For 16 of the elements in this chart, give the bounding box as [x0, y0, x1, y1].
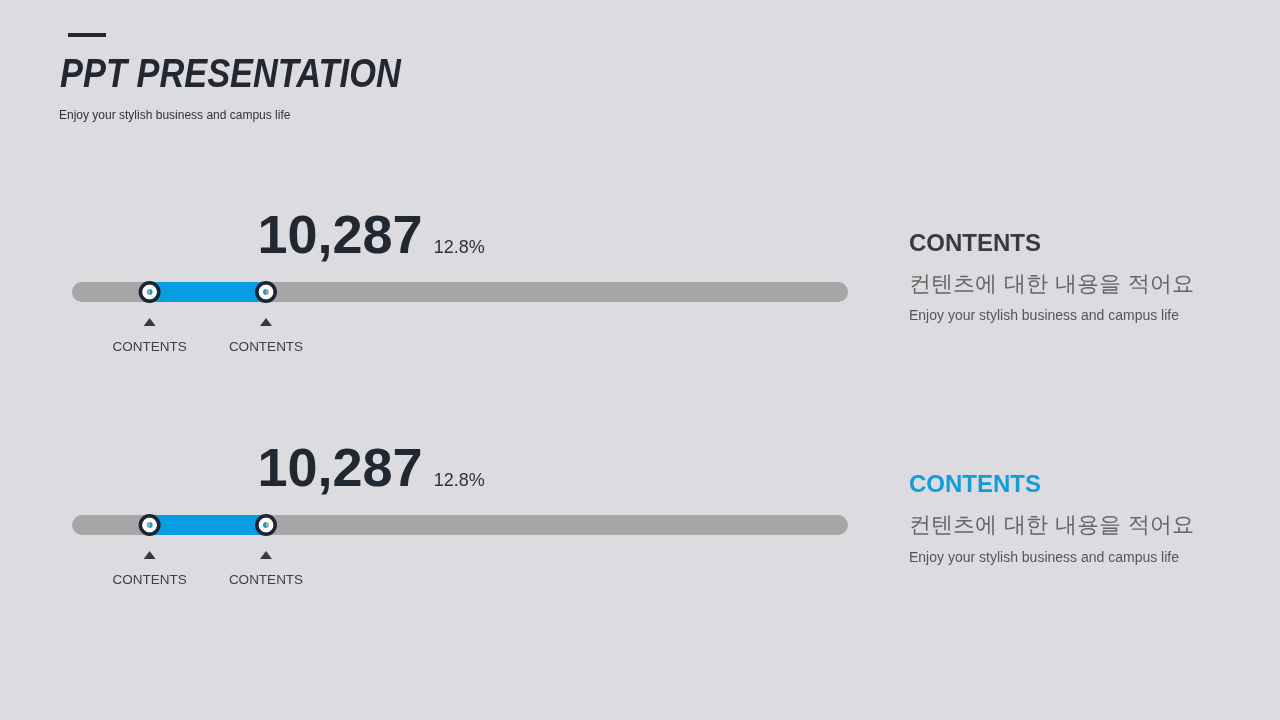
text: CONTENTS	[228, 572, 304, 587]
chart-subtitle: Enjoy your stylish business and campus life	[59, 108, 291, 122]
text: CONTENTS	[228, 339, 304, 354]
text: Enjoy your stylish business and campus life	[909, 548, 1180, 565]
text: CONTENTS	[112, 339, 187, 354]
text: 컨텐츠에 대한 내용을 적어요	[909, 270, 1194, 296]
text: 10,287	[257, 437, 423, 497]
text: Enjoy your stylish business and campus life	[909, 307, 1180, 323]
text: CONTENTS	[112, 572, 187, 587]
text: 컨텐츠에 대한 내용을 적어요	[909, 512, 1194, 537]
text: CONTENTS	[909, 470, 1041, 497]
text: CONTENTS	[909, 228, 1041, 256]
text: 10,287	[257, 204, 423, 264]
text: 12.8%	[433, 470, 485, 490]
chart-title: PPT PRESENTATION	[60, 50, 402, 96]
text: 12.8%	[433, 237, 485, 257]
